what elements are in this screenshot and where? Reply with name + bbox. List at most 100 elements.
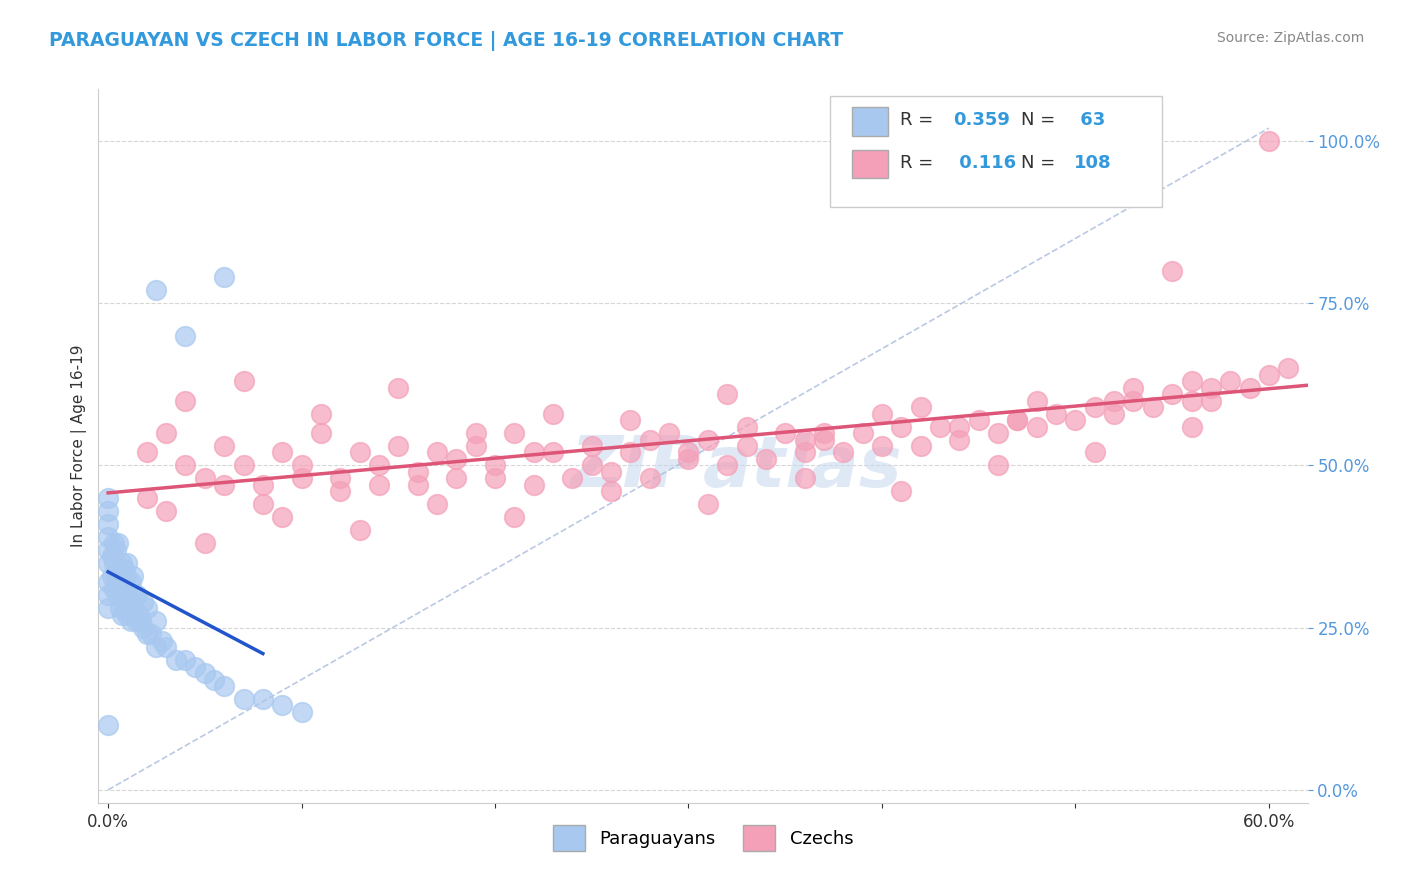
Point <box>910 400 932 414</box>
Point <box>120 575 142 590</box>
Text: 63: 63 <box>1074 111 1105 128</box>
Point <box>619 445 641 459</box>
Point <box>716 387 738 401</box>
Point <box>541 445 564 459</box>
Text: ZIP: ZIP <box>571 433 703 502</box>
Point <box>870 407 893 421</box>
Point <box>503 510 526 524</box>
Point <box>1180 374 1202 388</box>
Point <box>104 542 127 557</box>
Point <box>600 484 623 499</box>
Point <box>890 484 912 499</box>
Point <box>773 425 796 440</box>
Point <box>103 556 125 570</box>
Point <box>107 568 129 582</box>
Point <box>127 614 149 628</box>
Point <box>194 471 217 485</box>
Point <box>271 445 294 459</box>
Point <box>128 607 150 622</box>
Point <box>204 673 226 687</box>
Point <box>1180 393 1202 408</box>
Text: PARAGUAYAN VS CZECH IN LABOR FORCE | AGE 16-19 CORRELATION CHART: PARAGUAYAN VS CZECH IN LABOR FORCE | AGE… <box>49 31 844 51</box>
Point <box>735 419 758 434</box>
Point <box>1257 368 1279 382</box>
Point <box>194 536 217 550</box>
Point <box>1161 264 1184 278</box>
Point <box>104 568 127 582</box>
Point <box>1122 393 1144 408</box>
Point <box>122 601 145 615</box>
Point <box>212 679 235 693</box>
Point <box>1102 393 1125 408</box>
Point <box>127 588 149 602</box>
Point <box>111 556 134 570</box>
Point <box>716 458 738 473</box>
Point <box>271 698 294 713</box>
Point <box>117 556 139 570</box>
Point <box>212 439 235 453</box>
Point <box>870 439 893 453</box>
Point <box>107 588 129 602</box>
Point <box>150 633 173 648</box>
Point <box>987 425 1010 440</box>
Point <box>948 419 970 434</box>
Point <box>232 374 254 388</box>
Text: 0.359: 0.359 <box>953 111 1010 128</box>
Point <box>107 536 129 550</box>
Point <box>174 653 197 667</box>
Point <box>97 601 120 615</box>
Point <box>135 445 157 459</box>
Point <box>987 458 1010 473</box>
Point <box>97 516 120 531</box>
Point <box>638 471 661 485</box>
Point <box>484 458 506 473</box>
Point <box>349 524 371 538</box>
Point <box>232 692 254 706</box>
Point <box>793 471 815 485</box>
Point <box>426 497 449 511</box>
Point <box>793 445 815 459</box>
Point <box>145 283 167 297</box>
Point <box>97 491 120 505</box>
Point <box>174 458 197 473</box>
Point <box>108 601 131 615</box>
Point <box>117 582 139 596</box>
Legend: Paraguayans, Czechs: Paraguayans, Czechs <box>546 818 860 858</box>
Point <box>111 607 134 622</box>
Point <box>581 458 603 473</box>
Point <box>155 504 177 518</box>
Point <box>97 542 120 557</box>
Point <box>387 439 409 453</box>
Text: 108: 108 <box>1074 153 1112 171</box>
Point <box>349 445 371 459</box>
Point <box>368 458 391 473</box>
Point <box>929 419 952 434</box>
Point <box>813 425 835 440</box>
Point <box>406 465 429 479</box>
FancyBboxPatch shape <box>830 96 1163 207</box>
Point <box>114 568 136 582</box>
Point <box>1199 393 1222 408</box>
Point <box>813 433 835 447</box>
Point <box>252 692 274 706</box>
Point <box>309 425 332 440</box>
Point <box>290 471 312 485</box>
Point <box>541 407 564 421</box>
Point <box>108 575 131 590</box>
Point <box>252 497 274 511</box>
Point <box>290 705 312 719</box>
Point <box>619 413 641 427</box>
Point <box>155 640 177 654</box>
Point <box>832 445 855 459</box>
Point <box>129 614 152 628</box>
Point <box>910 439 932 453</box>
Point <box>387 381 409 395</box>
Point <box>503 425 526 440</box>
Point <box>852 425 875 440</box>
Point <box>1142 400 1164 414</box>
Point <box>174 393 197 408</box>
Point <box>523 478 546 492</box>
Point <box>132 595 155 609</box>
Point <box>696 497 718 511</box>
Point <box>184 659 207 673</box>
